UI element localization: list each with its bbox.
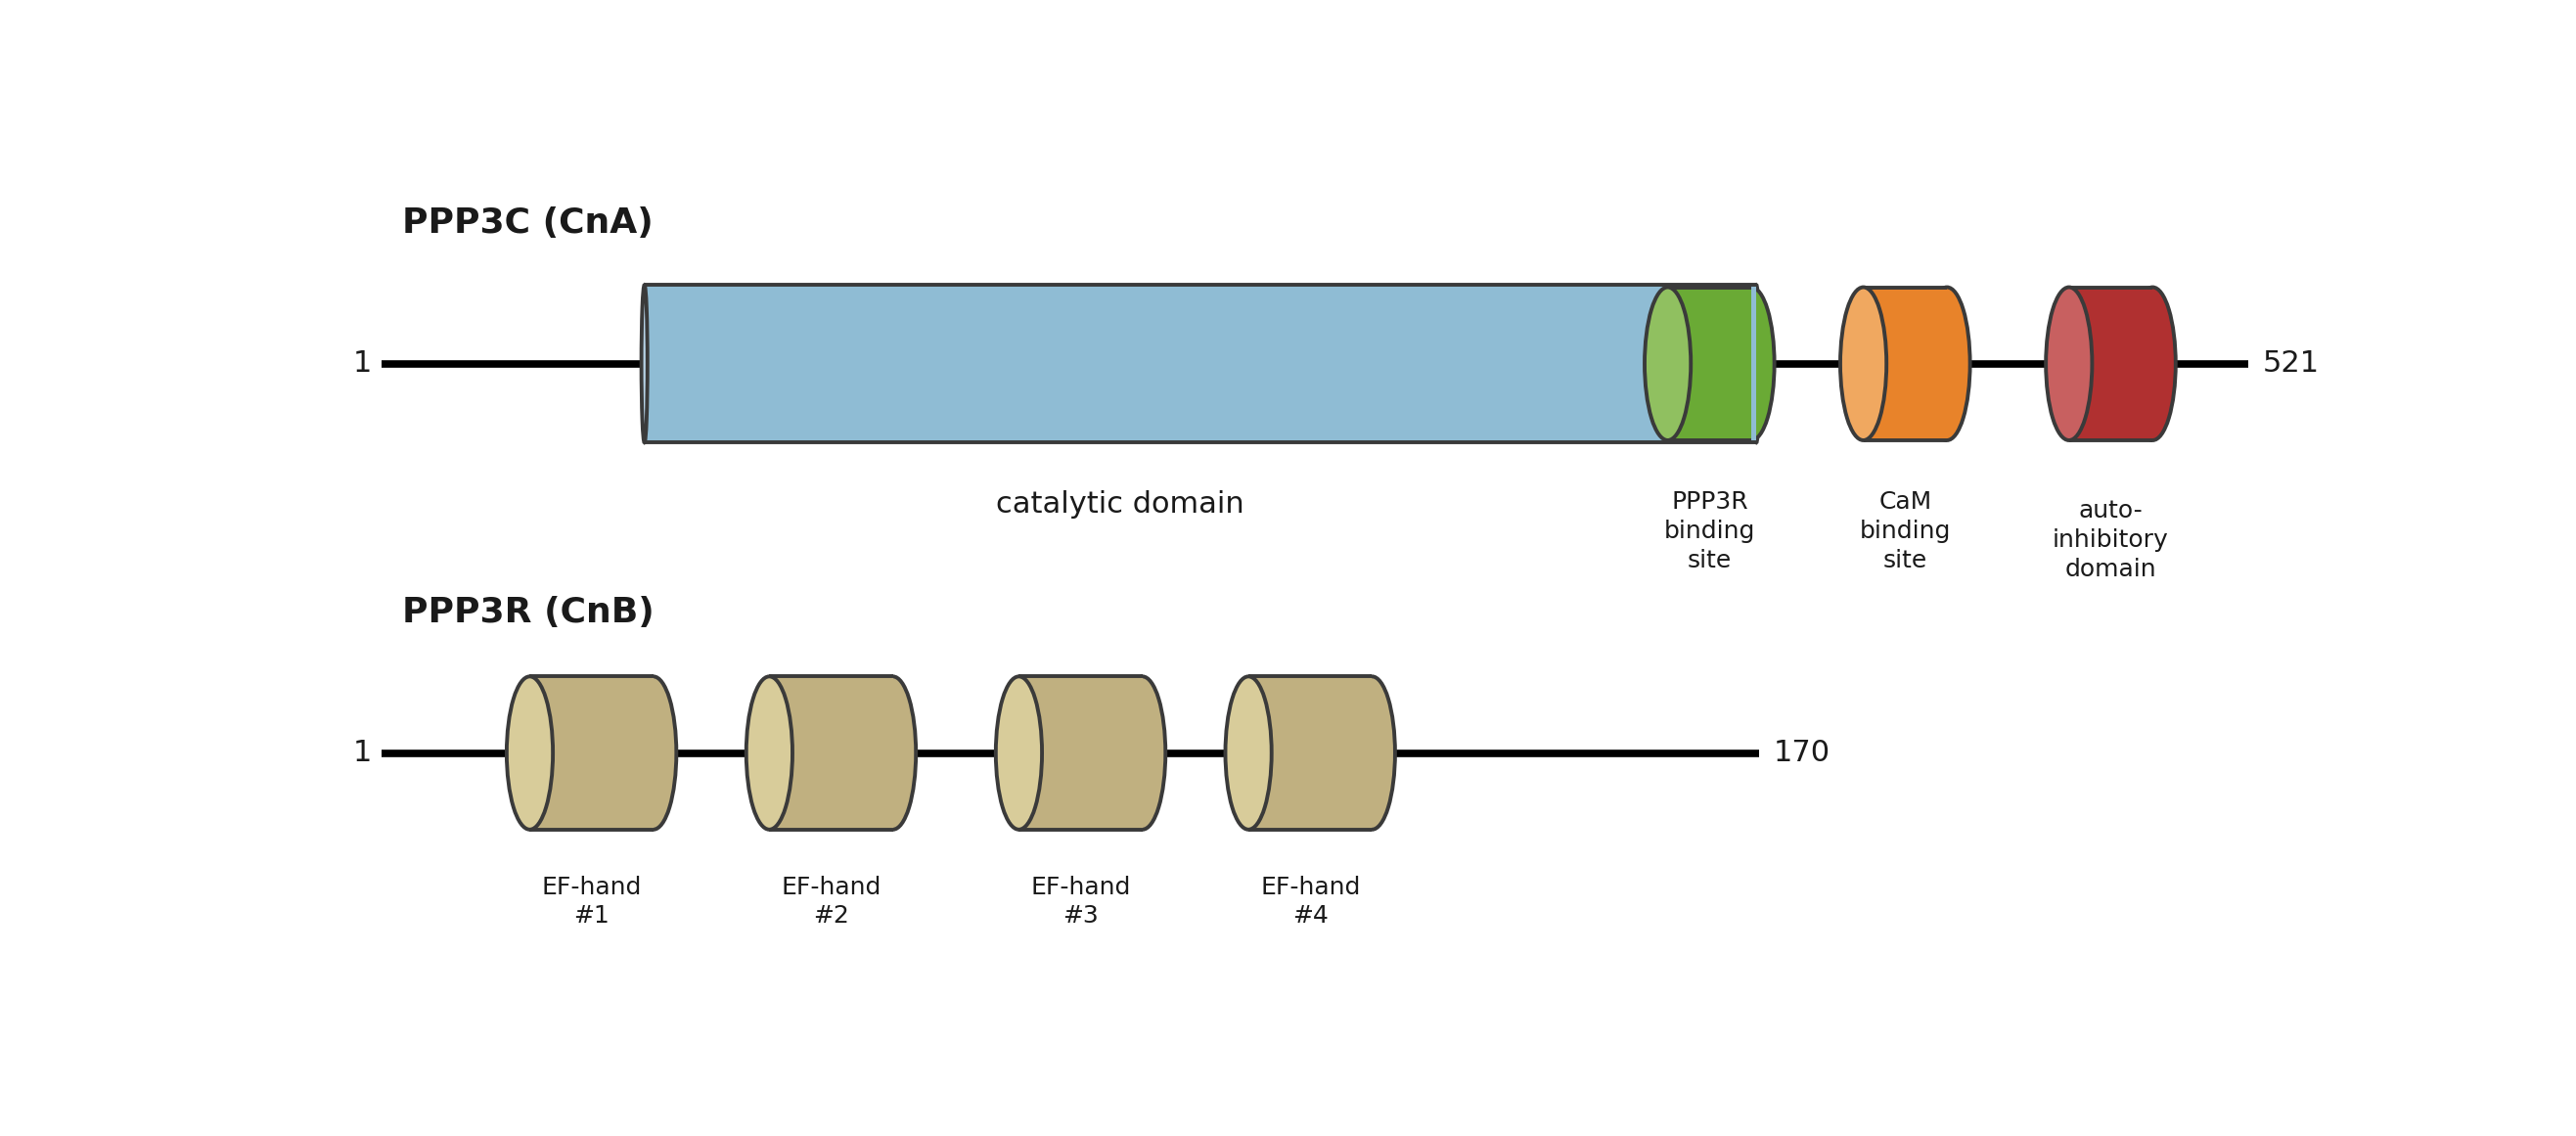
Text: CaM
binding
site: CaM binding site <box>1860 491 1950 573</box>
Text: EF-hand
#3: EF-hand #3 <box>1030 876 1131 928</box>
Ellipse shape <box>997 676 1043 829</box>
Bar <box>1249 676 1373 829</box>
Bar <box>644 285 1757 442</box>
Bar <box>531 676 654 829</box>
Bar <box>2069 287 2154 441</box>
Bar <box>770 676 894 829</box>
Ellipse shape <box>641 285 647 442</box>
Bar <box>1249 676 1373 829</box>
Ellipse shape <box>1118 676 1164 829</box>
Text: 170: 170 <box>1772 738 1832 767</box>
Text: 521: 521 <box>2262 350 2318 378</box>
Ellipse shape <box>2045 287 2092 441</box>
Text: 1: 1 <box>353 350 371 378</box>
Ellipse shape <box>747 676 793 829</box>
Text: catalytic domain: catalytic domain <box>997 491 1244 519</box>
Ellipse shape <box>1728 287 1775 441</box>
Ellipse shape <box>631 676 677 829</box>
Ellipse shape <box>1924 287 1971 441</box>
Ellipse shape <box>1839 287 1886 441</box>
Text: PPP3R (CnB): PPP3R (CnB) <box>402 595 654 629</box>
Ellipse shape <box>1643 287 1690 441</box>
Text: PPP3C (CnA): PPP3C (CnA) <box>402 207 654 240</box>
Text: auto-
inhibitory
domain: auto- inhibitory domain <box>2053 500 2169 580</box>
Ellipse shape <box>1754 285 1759 442</box>
Bar <box>1667 287 1752 441</box>
Bar <box>1862 287 1947 441</box>
Bar <box>1862 287 1947 441</box>
Ellipse shape <box>871 676 917 829</box>
Text: 1: 1 <box>353 738 371 767</box>
Text: PPP3R
binding
site: PPP3R binding site <box>1664 491 1754 573</box>
Ellipse shape <box>1226 676 1273 829</box>
Bar <box>770 676 894 829</box>
Bar <box>1020 676 1141 829</box>
Text: EF-hand
#2: EF-hand #2 <box>781 876 881 928</box>
Ellipse shape <box>2130 287 2177 441</box>
Ellipse shape <box>507 676 554 829</box>
Ellipse shape <box>1350 676 1396 829</box>
Bar <box>1020 676 1141 829</box>
Bar <box>644 285 1757 442</box>
Bar <box>1667 287 1752 441</box>
Bar <box>531 676 654 829</box>
Text: EF-hand
#1: EF-hand #1 <box>541 876 641 928</box>
Bar <box>2069 287 2154 441</box>
Text: EF-hand
#4: EF-hand #4 <box>1260 876 1360 928</box>
